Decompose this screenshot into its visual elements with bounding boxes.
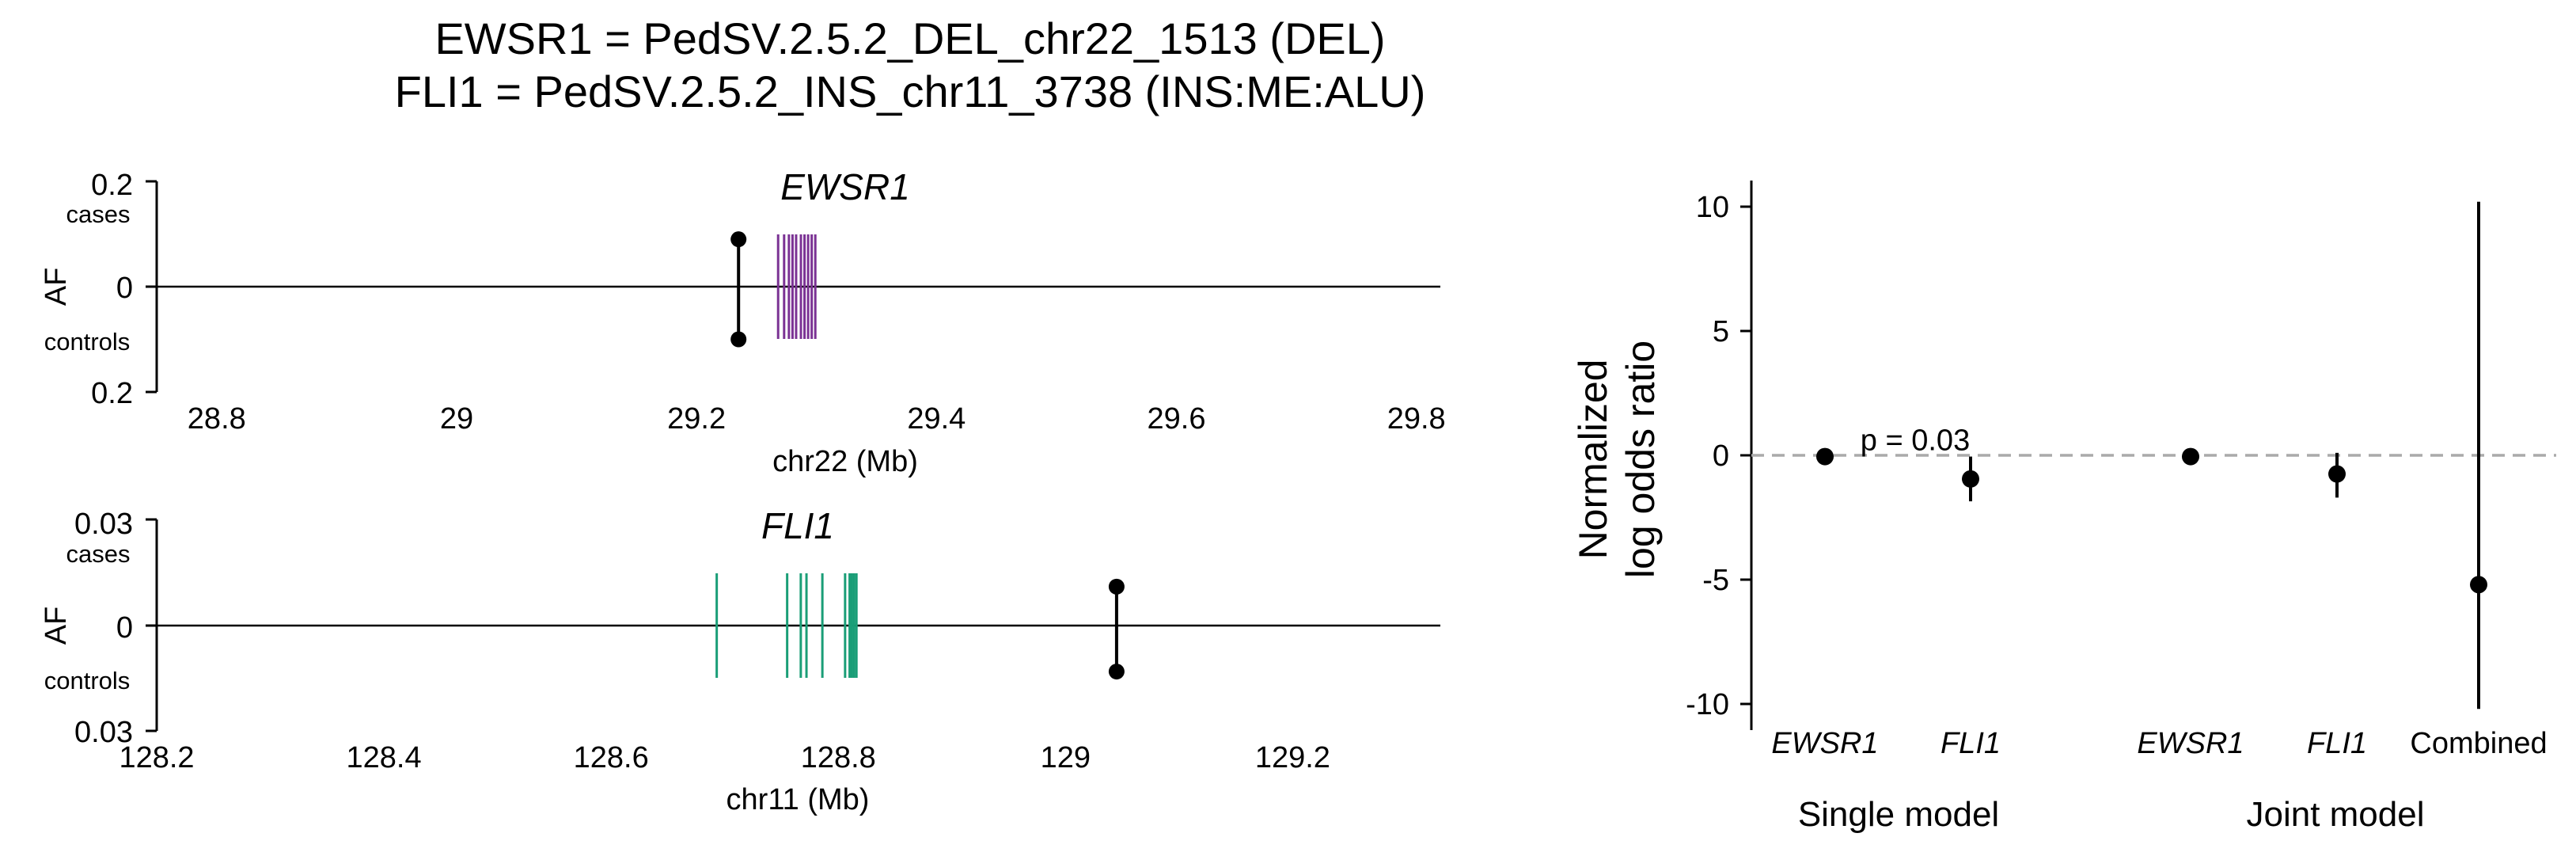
ewsr1-ytick-zero: 0 — [116, 272, 133, 305]
fli1-controls-label: controls — [44, 667, 131, 694]
odds-p-value-annotation: p = 0.03 — [1861, 424, 1970, 458]
joint-model-group-label: Joint model — [2246, 795, 2424, 834]
ewsr1-variant-controls-point — [730, 331, 747, 348]
ewsr1-xtick-label: 29.2 — [667, 402, 726, 436]
single-model-group-label: Single model — [1798, 795, 1999, 834]
odds-category-label: Combined — [2410, 727, 2547, 760]
odds-point — [2328, 465, 2346, 483]
ewsr1-xtick-label: 29 — [440, 402, 473, 436]
figure-title-line-1: EWSR1 = PedSV.2.5.2_DEL_chr22_1513 (DEL) — [434, 13, 1385, 63]
odds-ytick-label: -5 — [1702, 564, 1729, 597]
fli1-locus-panel: FLI1 chr11 (Mb) AF cases controls 0.03 0… — [40, 505, 1440, 816]
ewsr1-xtick-label: 29.8 — [1387, 402, 1446, 436]
fli1-cases-label: cases — [66, 540, 131, 568]
fli1-xtick-label: 129 — [1041, 741, 1091, 774]
odds-category-label: EWSR1 — [1771, 727, 1878, 760]
odds-point — [2470, 576, 2487, 594]
fli1-gene-label: FLI1 — [761, 505, 834, 546]
odds-ratio-panel: Normalized log odds ratio Single model J… — [1571, 181, 2556, 834]
odds-category-label: EWSR1 — [2137, 727, 2244, 760]
odds-ylabel-line-1: Normalized — [1571, 360, 1615, 560]
odds-category-label: FLI1 — [2307, 727, 2367, 760]
fli1-variant-cases-point — [1108, 578, 1125, 595]
ewsr1-xlabel: chr22 (Mb) — [772, 445, 918, 478]
fli1-xtick-label: 128.2 — [119, 741, 194, 774]
odds-ytick-label: 10 — [1696, 191, 1729, 224]
ewsr1-xtick-label: 29.4 — [907, 402, 966, 436]
ewsr1-xtick-label: 29.6 — [1148, 402, 1206, 436]
odds-ytick-label: 5 — [1713, 315, 1729, 348]
fli1-ytick-top: 0.03 — [74, 508, 133, 541]
ewsr1-cases-label: cases — [66, 200, 131, 228]
odds-category-label: FLI1 — [1941, 727, 2001, 760]
odds-point — [1816, 447, 1834, 466]
odds-ylabel-line-2: log odds ratio — [1618, 340, 1663, 578]
fli1-ytick-zero: 0 — [116, 611, 133, 645]
ewsr1-controls-label: controls — [44, 328, 131, 356]
fli1-xtick-label: 128.6 — [574, 741, 649, 774]
odds-point — [1962, 470, 1979, 488]
fli1-ylabel: AF — [40, 607, 73, 645]
ewsr1-ylabel: AF — [40, 268, 73, 306]
fli1-xtick-label: 128.8 — [801, 741, 876, 774]
ewsr1-ytick-bottom: 0.2 — [91, 377, 133, 410]
fli1-xlabel: chr11 (Mb) — [727, 783, 870, 816]
fli1-ytick-bottom: 0.03 — [74, 716, 133, 749]
fli1-xtick-label: 128.4 — [347, 741, 422, 774]
ewsr1-locus-panel: EWSR1 chr22 (Mb) AF cases controls 0.2 0… — [40, 166, 1446, 478]
ewsr1-gene-label: EWSR1 — [780, 166, 910, 207]
fli1-variant-controls-point — [1108, 664, 1125, 680]
odds-point — [2182, 447, 2199, 466]
odds-ytick-label: 0 — [1713, 439, 1729, 473]
ewsr1-variant-cases-point — [730, 231, 747, 248]
figure-title-line-2: FLI1 = PedSV.2.5.2_INS_chr11_3738 (INS:M… — [395, 67, 1426, 116]
odds-ytick-label: -10 — [1686, 688, 1729, 721]
fli1-xtick-label: 129.2 — [1255, 741, 1330, 774]
ewsr1-ytick-top: 0.2 — [91, 169, 133, 202]
ewsr1-xtick-label: 28.8 — [188, 402, 246, 436]
